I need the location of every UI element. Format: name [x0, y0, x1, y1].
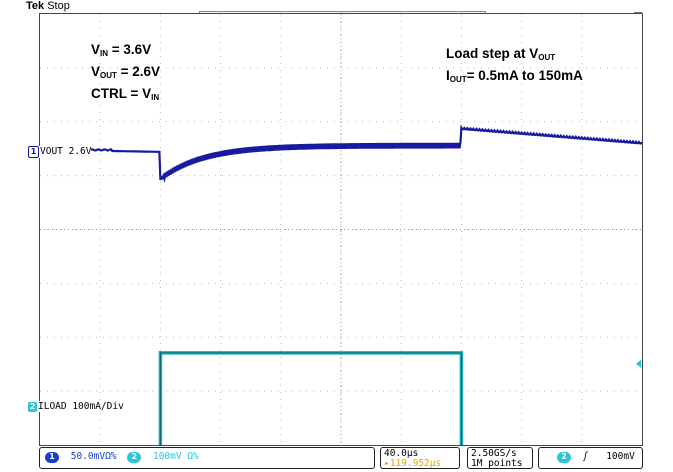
trigger-position-value: ▸119.952μs — [384, 458, 442, 469]
timebase-box[interactable]: 40.0μs ▸119.952μs — [380, 447, 460, 469]
ch2-coupling: Ω% — [187, 451, 199, 462]
trigger-level: 100mV — [606, 451, 635, 462]
ch1-scale: 50.0mV — [70, 451, 106, 462]
ch1-trace-label[interactable]: 1 VOUT 2.6V — [28, 146, 92, 158]
status-bar: 1 50.0mVΩ% 2 100mV Ω% 40.0μs ▸119.952μs … — [39, 447, 643, 469]
acquisition-status: Stop — [47, 0, 70, 12]
ch1-marker-icon: 1 — [28, 146, 39, 158]
record-length: 1M points — [471, 458, 523, 469]
trigger-box[interactable]: 2 ʃ 100mV — [538, 447, 643, 469]
ch2-scale-icon: 2 — [127, 452, 142, 463]
brand-label: Tek — [26, 0, 45, 12]
ch1-scale-icon: 1 — [45, 452, 59, 463]
load-step-annotation: Load step at VOUT — [446, 46, 556, 62]
brand-status: Tek Stop — [26, 0, 70, 12]
graticule-area[interactable] — [39, 13, 643, 463]
ch2-marker-icon: 2 — [28, 402, 37, 412]
sample-rate: 2.50GS/s — [471, 448, 517, 459]
ch1-coupling: Ω% — [105, 451, 117, 462]
top-bar: Tek Stop — [0, 0, 673, 13]
ch2-scale: 100mV — [152, 451, 182, 462]
iout-annotation: IOUT= 0.5mA to 150mA — [446, 68, 583, 84]
acquisition-box[interactable]: 2.50GS/s 1M points — [467, 447, 533, 469]
channel-scale-box[interactable]: 1 50.0mVΩ% 2 100mV Ω% — [39, 447, 375, 469]
ch2-trace-label[interactable]: 2 ILOAD 100mA/Div — [28, 401, 124, 412]
timebase-value: 40.0μs — [384, 448, 419, 459]
trigger-slope-icon: ʃ — [582, 451, 589, 462]
vin-annotation: VIN = 3.6V — [91, 42, 152, 58]
ctrl-annotation: CTRL = VIN — [91, 86, 160, 102]
ch1-waveform — [39, 124, 643, 184]
vout-annotation: VOUT = 2.6V — [91, 64, 161, 80]
trigger-channel-icon: 2 — [557, 452, 571, 463]
trigger-level-icon — [636, 359, 641, 368]
